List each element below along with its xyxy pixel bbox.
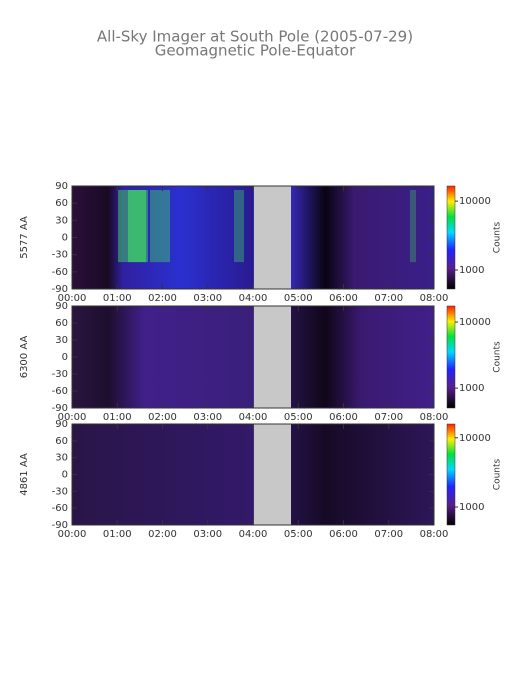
- colorbar-tick-label: 10000: [459, 317, 491, 328]
- colorbar: [446, 423, 456, 526]
- y-tick-label: -90: [52, 284, 68, 295]
- x-tick-label: 01:00: [103, 412, 132, 423]
- x-tick-label: 08:00: [420, 529, 449, 540]
- y-tick-label: -60: [52, 503, 68, 514]
- colorbar-tick-label: 10000: [459, 433, 491, 444]
- x-tick-label: 06:00: [329, 529, 358, 540]
- x-tick-label: 03:00: [193, 529, 222, 540]
- x-tick-label: 05:00: [284, 529, 313, 540]
- colorbar-tick-label: 1000: [459, 502, 484, 513]
- y-tick-label: -30: [52, 250, 68, 261]
- colorbar-tick-label: 1000: [459, 265, 484, 276]
- heatmap-image: [72, 424, 434, 525]
- colorbar: [446, 185, 456, 290]
- y-axis-label: 4861 AA: [19, 453, 30, 496]
- x-tick-label: 02:00: [148, 412, 177, 423]
- x-tick-label: 05:00: [284, 293, 313, 304]
- colorbar-label: Counts: [493, 458, 503, 490]
- x-tick-label: 06:00: [329, 412, 358, 423]
- y-tick-label: 30: [55, 335, 68, 346]
- x-tick-label: 07:00: [374, 412, 403, 423]
- x-tick-label: 07:00: [374, 293, 403, 304]
- y-tick-label: -30: [52, 369, 68, 380]
- y-tick-label: 0: [62, 352, 68, 363]
- y-tick-label: -30: [52, 486, 68, 497]
- y-tick-label: 90: [55, 419, 68, 430]
- aurora-streak: [410, 190, 416, 263]
- heatmap-image: [72, 306, 434, 408]
- y-tick-label: -60: [52, 386, 68, 397]
- y-tick-label: 0: [62, 470, 68, 481]
- y-tick-label: -90: [52, 520, 68, 531]
- x-tick-label: 00:00: [58, 293, 87, 304]
- y-tick-label: 60: [55, 436, 68, 447]
- x-tick-label: 07:00: [374, 529, 403, 540]
- x-tick-label: 08:00: [420, 412, 449, 423]
- y-tick-label: 60: [55, 318, 68, 329]
- data-gap: [253, 186, 292, 289]
- x-tick-label: 04:00: [239, 529, 268, 540]
- x-tick-label: 05:00: [284, 412, 313, 423]
- y-tick-label: -90: [52, 403, 68, 414]
- x-tick-label: 08:00: [420, 293, 449, 304]
- y-tick-label: 30: [55, 453, 68, 464]
- colorbar-tick-label: 1000: [459, 383, 484, 394]
- y-tick-label: 30: [55, 215, 68, 226]
- aurora-streak: [234, 190, 244, 263]
- x-tick-label: 00:00: [58, 529, 87, 540]
- x-tick-label: 03:00: [193, 412, 222, 423]
- x-tick-label: 04:00: [239, 412, 268, 423]
- aurora-streak: [128, 190, 146, 263]
- x-tick-label: 04:00: [239, 293, 268, 304]
- x-tick-label: 02:00: [148, 529, 177, 540]
- x-tick-label: 01:00: [103, 293, 132, 304]
- data-gap: [253, 306, 292, 408]
- x-tick-label: 03:00: [193, 293, 222, 304]
- colorbar-tick-label: 10000: [459, 196, 491, 207]
- x-tick-label: 02:00: [148, 293, 177, 304]
- y-tick-label: 90: [55, 301, 68, 312]
- y-tick-label: 90: [55, 181, 68, 192]
- colorbar: [446, 305, 456, 409]
- y-axis-label: 5577 AA: [19, 216, 30, 259]
- title: All-Sky Imager at South Pole (2005-07-29…: [97, 28, 413, 46]
- y-axis-label: 6300 AA: [19, 336, 30, 379]
- y-tick-label: 0: [62, 233, 68, 244]
- subtitle: Geomagnetic Pole-Equator: [155, 42, 356, 60]
- x-tick-label: 06:00: [329, 293, 358, 304]
- x-tick-label: 00:00: [58, 412, 87, 423]
- colorbar-label: Counts: [493, 221, 503, 253]
- data-gap: [253, 424, 292, 525]
- y-tick-label: -60: [52, 267, 68, 278]
- aurora-streak: [150, 190, 170, 263]
- x-tick-label: 01:00: [103, 529, 132, 540]
- colorbar-label: Counts: [493, 341, 503, 373]
- y-tick-label: 60: [55, 198, 68, 209]
